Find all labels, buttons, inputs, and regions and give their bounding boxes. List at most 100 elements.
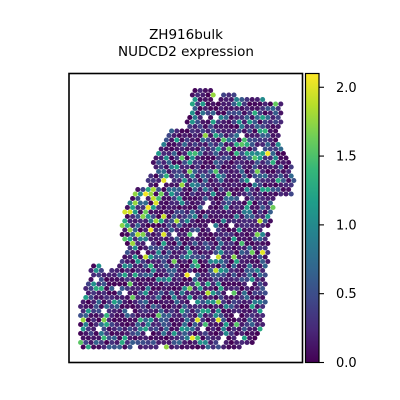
expression-spot: [184, 317, 190, 323]
expression-spot: [239, 294, 245, 301]
expression-spot: [124, 294, 130, 301]
expression-spot: [96, 308, 102, 314]
expression-spot: [221, 164, 227, 170]
expression-spot: [262, 182, 268, 188]
expression-spot: [130, 204, 136, 211]
expression-spot: [239, 168, 245, 175]
expression-spot: [192, 303, 198, 310]
expression-spot: [249, 276, 255, 283]
expression-spot: [148, 218, 154, 224]
expression-spot: [171, 195, 177, 202]
expression-spot: [226, 317, 232, 323]
expression-spot: [208, 195, 214, 202]
expression-spot: [197, 114, 203, 121]
expression-spot: [200, 119, 206, 125]
expression-spot: [257, 110, 263, 116]
expression-spot: [226, 308, 232, 314]
expression-spot: [275, 105, 281, 112]
expression-spot: [166, 213, 172, 220]
expression-spot: [187, 321, 193, 328]
expression-spot: [213, 294, 219, 301]
expression-spot: [265, 123, 271, 130]
expression-spot: [163, 218, 169, 224]
expression-spot: [205, 254, 211, 260]
expression-spot: [254, 159, 260, 166]
expression-spot: [161, 168, 167, 175]
expression-spot: [218, 303, 224, 310]
expression-spot: [114, 312, 120, 319]
expression-spot: [127, 335, 133, 341]
expression-spot: [231, 317, 237, 323]
expression-spot: [215, 326, 221, 332]
expression-spot: [231, 299, 237, 305]
expression-spot: [260, 213, 266, 220]
expression-spot: [150, 285, 156, 292]
expression-spot: [205, 317, 211, 323]
expression-spot: [195, 110, 201, 116]
expression-spot: [158, 281, 164, 287]
expression-spot: [236, 128, 242, 134]
expression-spot: [221, 209, 227, 215]
expression-spot: [226, 236, 232, 242]
expression-spot: [158, 245, 164, 251]
expression-spot: [228, 321, 234, 328]
expression-spot: [145, 267, 151, 274]
expression-spot: [184, 308, 190, 314]
expression-spot: [184, 227, 190, 233]
expression-spot: [210, 173, 216, 179]
expression-spot: [283, 164, 289, 170]
expression-spot: [223, 231, 229, 238]
expression-spot: [143, 263, 149, 269]
expression-spot: [226, 200, 232, 206]
expression-spot: [205, 344, 211, 350]
expression-spot: [189, 317, 195, 323]
expression-spot: [234, 168, 240, 175]
expression-spot: [231, 92, 237, 98]
expression-spot: [270, 204, 276, 211]
expression-spot: [254, 168, 260, 175]
expression-spot: [176, 177, 182, 184]
expression-spot: [226, 263, 232, 269]
expression-spot: [85, 290, 91, 296]
expression-spot: [148, 173, 154, 179]
expression-spot: [210, 164, 216, 170]
expression-spot: [239, 312, 245, 319]
expression-spot: [213, 285, 219, 292]
expression-spot: [156, 168, 162, 175]
expression-spot: [270, 186, 276, 193]
expression-spot: [161, 195, 167, 202]
expression-spot: [184, 299, 190, 305]
expression-spot: [174, 236, 180, 242]
expression-spot: [182, 258, 188, 265]
expression-spot: [223, 159, 229, 166]
expression-spot: [174, 218, 180, 224]
expression-spot: [202, 339, 208, 346]
expression-spot: [158, 263, 164, 269]
expression-spot: [236, 344, 242, 350]
expression-spot: [182, 312, 188, 319]
expression-spot: [169, 227, 175, 233]
expression-spot: [205, 308, 211, 314]
expression-spot: [221, 317, 227, 323]
expression-spot: [208, 267, 214, 274]
expression-spot: [158, 308, 164, 314]
expression-spot: [114, 330, 120, 337]
plot-frame: [68, 72, 304, 364]
expression-spot: [223, 177, 229, 184]
expression-spot: [88, 285, 94, 292]
expression-spot: [221, 308, 227, 314]
colorbar-tick-label: 1.5: [336, 150, 357, 165]
expression-spot: [223, 168, 229, 175]
expression-spot: [257, 119, 263, 125]
expression-spot: [252, 317, 258, 323]
expression-spot: [176, 312, 182, 319]
expression-spot: [215, 182, 221, 188]
expression-spot: [163, 290, 169, 296]
expression-spot: [161, 312, 167, 319]
expression-spot: [171, 249, 177, 256]
expression-spot: [197, 267, 203, 274]
expression-spot: [257, 326, 263, 332]
expression-spot: [119, 321, 125, 328]
expression-spot: [150, 231, 156, 238]
expression-spot: [215, 335, 221, 341]
